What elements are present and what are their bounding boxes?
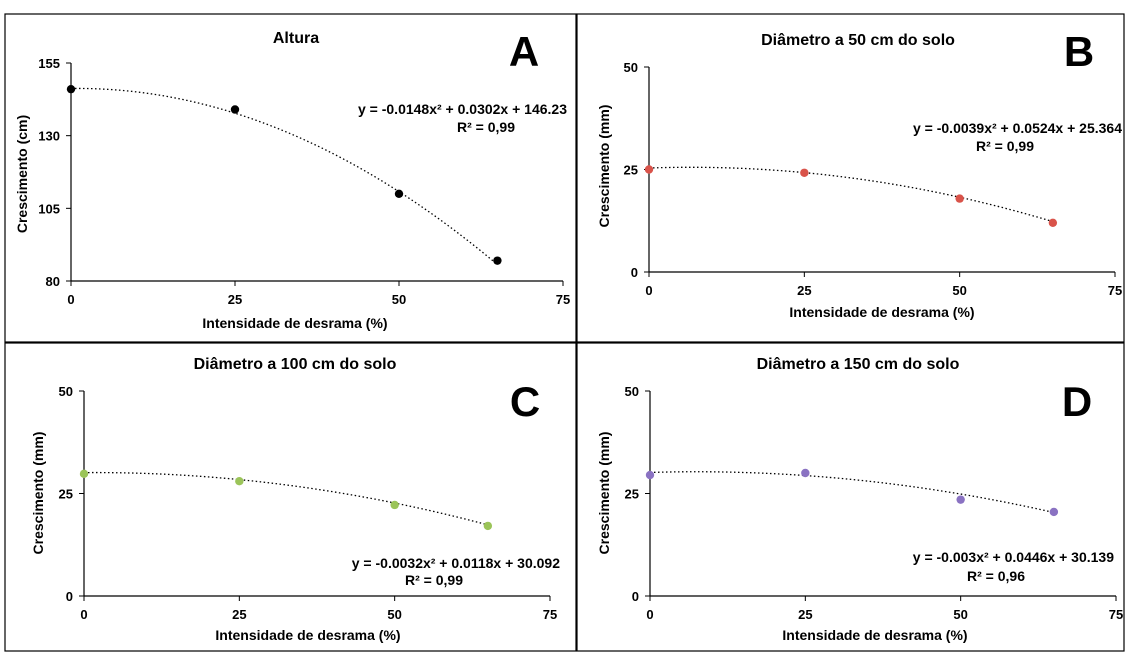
panel-b-plot-area: 0 25 50 0 25 50 75: [624, 60, 1123, 298]
panel-a-equation: y = -0.0148x² + 0.0302x + 146.23: [358, 101, 567, 117]
panel-a-x-tick-label-1: 25: [228, 292, 242, 307]
panel-c-trendline: [83, 471, 489, 526]
panel-d-y-tick-label-1: 25: [625, 487, 639, 502]
panel-a-frame: [4, 13, 577, 343]
panel-a-x-tick-label-3: 75: [556, 292, 570, 307]
panel-b-r-squared: R² = 0,99: [976, 138, 1034, 154]
panel-d-y-axis-title: Crescimento (mm): [596, 432, 612, 555]
panel-a-r-squared: R² = 0,99: [457, 119, 515, 135]
panel-d-data-point-2: [956, 495, 965, 504]
panel-a-data-point-3: [493, 256, 502, 265]
panel-c-r-squared: R² = 0,99: [405, 572, 463, 588]
panel-a-x-tick-label-2: 50: [392, 292, 406, 307]
panel-c-plot-area: 0 25 50 0 25 50 75: [59, 384, 558, 622]
panel-a-data-point-0: [66, 84, 76, 94]
panel-b-trendline: [648, 166, 1054, 223]
panel-c-y-tick-label-0: 0: [66, 589, 73, 604]
panel-b-title: Diâmetro a 50 cm do solo: [761, 32, 955, 49]
panel-d-x-tick-label-2: 50: [953, 607, 967, 622]
panel-c-data-point-0: [79, 469, 89, 479]
panel-d-equation: y = -0.003x² + 0.0446x + 30.139: [913, 549, 1114, 565]
panel-d-x-axis-title: Intensidade de desrama (%): [782, 627, 967, 643]
panel-d-letter: D: [1062, 378, 1092, 425]
panel-d-title: Diâmetro a 150 cm do solo: [757, 356, 960, 373]
panel-b-x-tick-label-1: 25: [797, 283, 811, 298]
panel-b-data-point-1: [800, 168, 809, 177]
panel-d-data-point-3: [1049, 507, 1059, 517]
panel-b-data-point-0: [644, 165, 654, 174]
panel-c-x-tick-label-2: 50: [387, 607, 401, 622]
panel-d-x-tick-label-0: 0: [646, 607, 653, 622]
panel-b-frame: [576, 13, 1125, 343]
panel-c-x-tick-label-1: 25: [232, 607, 246, 622]
panel-c-x-tick-label-0: 0: [80, 607, 87, 622]
panel-b-y-tick-label-2: 50: [624, 60, 638, 75]
panel-c-y-axis-title: Crescimento (mm): [30, 432, 46, 555]
panel-d-trendline: [649, 471, 1055, 514]
panel-c-x-axis-title: Intensidade de desrama (%): [215, 627, 400, 643]
panel-b-equation: y = -0.0039x² + 0.0524x + 25.364: [913, 120, 1122, 136]
panel-c-equation: y = -0.0032x² + 0.0118x + 30.092: [352, 555, 560, 571]
panel-b-y-tick-label-0: 0: [631, 265, 638, 280]
panel-d-y-tick-label-2: 50: [625, 384, 639, 399]
panel-d-plot-area: 0 25 50 0 25 50 75: [625, 384, 1124, 622]
panel-d: Diâmetro a 150 cm do solo D Intensidade …: [576, 342, 1125, 652]
panel-d-y-tick-label-0: 0: [632, 589, 639, 604]
panel-a-x-axis-title: Intensidade de desrama (%): [202, 315, 387, 331]
panel-b-y-axis-title: Crescimento (mm): [596, 105, 612, 228]
panel-a-y-tick-label-0: 80: [46, 274, 60, 289]
panel-a-letter: A: [509, 28, 539, 75]
panel-d-x-tick-label-3: 75: [1109, 607, 1123, 622]
panel-b-data-point-2: [955, 194, 964, 203]
panel-c-y-tick-label-1: 25: [59, 487, 73, 502]
panel-a-plot-area: 80 105 130 155 0 25 50 75: [38, 56, 570, 307]
panel-a-y-axis-title: Crescimento (cm): [14, 115, 30, 233]
panel-d-frame: [576, 342, 1125, 652]
panel-a-y-tick-label-2: 130: [38, 129, 60, 144]
panel-b-letter: B: [1064, 28, 1094, 75]
panel-a-x-tick-label-0: 0: [67, 292, 74, 307]
panel-c-x-tick-label-3: 75: [543, 607, 557, 622]
panel-b-x-axis-title: Intensidade de desrama (%): [789, 304, 974, 320]
panel-a-data-point-1: [230, 105, 240, 114]
panel-c-data-point-2: [390, 500, 399, 510]
panel-a-y-tick-label-3: 155: [38, 56, 60, 71]
panel-c-letter: C: [510, 378, 540, 425]
panel-a-title: Altura: [273, 30, 319, 47]
panel-c-frame: [4, 342, 577, 652]
panel-c-data-point-3: [483, 521, 493, 531]
panel-b-x-tick-label-3: 75: [1108, 283, 1122, 298]
panel-c-title: Diâmetro a 100 cm do solo: [194, 356, 397, 373]
panel-b-y-tick-label-1: 25: [624, 163, 638, 178]
panel-c-y-tick-label-2: 50: [59, 384, 73, 399]
panel-d-x-tick-label-1: 25: [798, 607, 812, 622]
panel-d-r-squared: R² = 0,96: [967, 568, 1025, 584]
panel-a-y-tick-label-1: 105: [38, 201, 60, 216]
panel-d-data-point-1: [801, 468, 810, 478]
panel-d-data-point-0: [645, 470, 655, 480]
panel-b: Diâmetro a 50 cm do solo B Intensidade d…: [576, 13, 1125, 343]
panel-c: Diâmetro a 100 cm do solo C Intensidade …: [4, 342, 577, 652]
panel-b-x-tick-label-2: 50: [952, 283, 966, 298]
panel-b-data-point-3: [1048, 218, 1058, 227]
panel-a-data-point-2: [394, 189, 404, 198]
panel-a: Altura A Intensidade de desrama (%) Cres…: [4, 13, 577, 343]
panel-c-data-point-1: [235, 477, 244, 486]
panel-b-x-tick-label-0: 0: [645, 283, 652, 298]
